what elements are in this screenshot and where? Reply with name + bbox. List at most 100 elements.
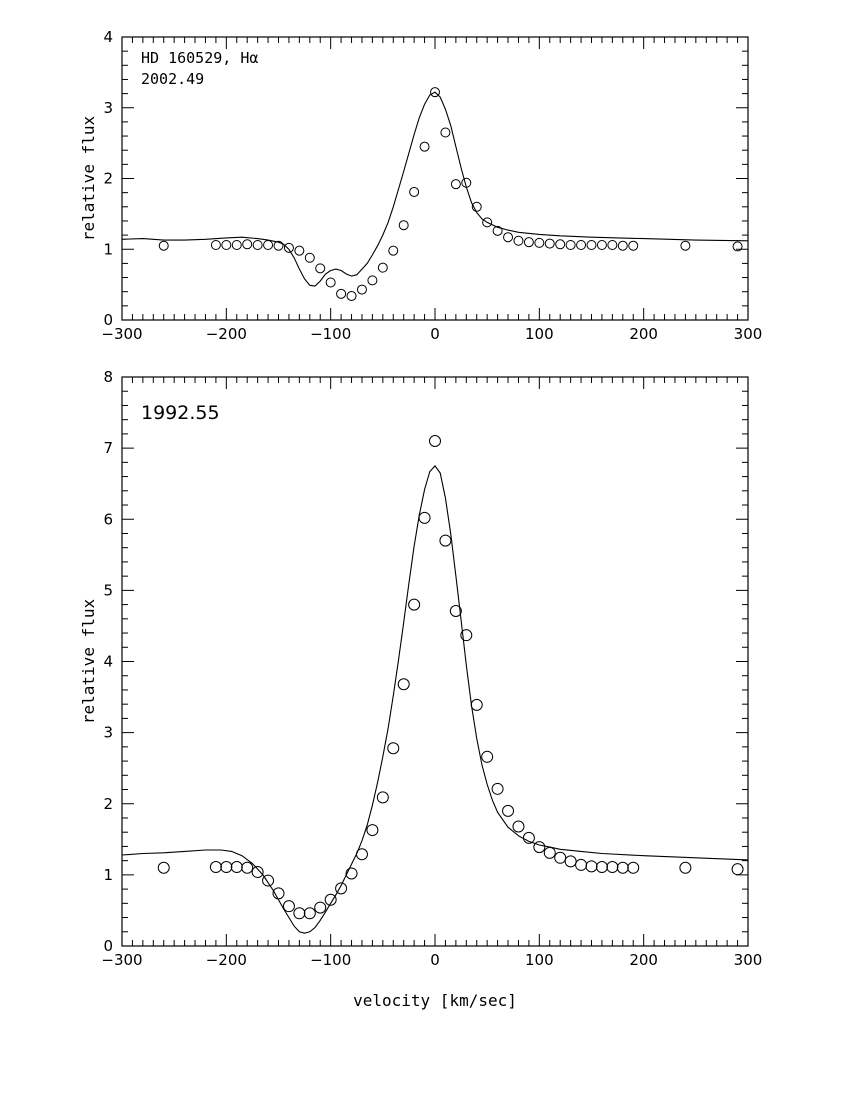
observed-data-point bbox=[210, 240, 221, 251]
observed-data-point bbox=[543, 846, 556, 859]
observed-data-point bbox=[731, 863, 744, 876]
x-tick-label: 300 bbox=[734, 325, 763, 343]
observed-data-point bbox=[388, 245, 399, 256]
observed-data-point bbox=[221, 240, 232, 251]
x-tick-label: −300 bbox=[101, 951, 142, 969]
observed-data-point bbox=[679, 861, 692, 874]
y-axis-title: relative flux bbox=[79, 116, 98, 242]
observed-data-point bbox=[272, 887, 285, 900]
observed-data-point bbox=[293, 907, 306, 920]
observed-data-point bbox=[241, 861, 254, 874]
x-tick-label: −200 bbox=[206, 325, 247, 343]
observed-data-point bbox=[355, 848, 368, 861]
panel-annotation: 1992.55 bbox=[141, 402, 220, 424]
observed-data-point bbox=[418, 511, 431, 524]
y-tick-label: 2 bbox=[103, 795, 113, 813]
y-tick-label: 3 bbox=[103, 99, 113, 117]
observed-data-point bbox=[470, 698, 483, 711]
observed-data-point bbox=[283, 242, 294, 253]
observed-data-point bbox=[502, 804, 515, 817]
y-tick-label: 0 bbox=[103, 937, 113, 955]
observed-data-point bbox=[336, 288, 347, 299]
observed-data-point bbox=[367, 275, 378, 286]
observed-data-point bbox=[564, 855, 577, 868]
observed-data-point bbox=[471, 201, 482, 212]
observed-data-point bbox=[628, 240, 639, 251]
observed-data-point bbox=[252, 240, 263, 251]
y-axis-title: relative flux bbox=[79, 599, 98, 725]
y-tick-label: 6 bbox=[103, 510, 113, 528]
observed-data-point bbox=[314, 901, 327, 914]
observed-data-point bbox=[596, 240, 607, 251]
x-tick-label: 100 bbox=[525, 325, 554, 343]
observed-data-point bbox=[335, 882, 348, 895]
observed-data-point bbox=[294, 245, 305, 256]
observed-data-point bbox=[398, 220, 409, 231]
observed-data-point bbox=[263, 240, 274, 251]
observed-data-point bbox=[513, 235, 524, 246]
observed-data-point bbox=[231, 240, 242, 251]
observed-data-point bbox=[397, 678, 410, 691]
observed-data-point bbox=[554, 851, 567, 864]
panel-bottom: −300 −200 −100 0 100 200 300 0 1 2 3 4 5 6 7 8 relative … bbox=[79, 368, 762, 1010]
y-tick-label: 8 bbox=[103, 368, 113, 386]
observed-data-point bbox=[481, 750, 494, 763]
observed-data-point bbox=[325, 277, 336, 288]
observed-data-point bbox=[585, 860, 598, 873]
observed-data-point bbox=[617, 240, 628, 251]
y-tick-label: 1 bbox=[103, 240, 113, 258]
y-tick-label: 4 bbox=[103, 653, 113, 671]
observed-data-point bbox=[439, 534, 452, 547]
observed-data-point bbox=[522, 831, 535, 844]
x-axis-title: velocity [km/sec] bbox=[353, 991, 517, 1010]
observed-data-point bbox=[606, 861, 619, 874]
observed-data-point bbox=[429, 435, 441, 448]
observed-data-point bbox=[616, 861, 629, 874]
observed-data-point bbox=[680, 240, 691, 251]
observed-data-point bbox=[315, 263, 326, 274]
panel-top: −300 −200 −100 0 100 200 300 0 1 2 3 4 relative flux… bbox=[79, 28, 762, 343]
plot-frame bbox=[121, 36, 749, 321]
observed-data-point bbox=[440, 127, 451, 138]
observed-data-point bbox=[158, 240, 169, 251]
observed-data-point bbox=[534, 237, 545, 248]
observed-data-point bbox=[324, 893, 337, 906]
observed-data-point bbox=[533, 841, 546, 854]
x-tick-label: 200 bbox=[629, 951, 658, 969]
observed-data-point bbox=[377, 262, 388, 273]
panel-annotation: 2002.49 bbox=[141, 70, 204, 88]
observed-data-point bbox=[251, 866, 264, 879]
observed-data-point bbox=[304, 252, 315, 263]
observed-data-point bbox=[157, 861, 170, 874]
observed-data-point bbox=[282, 900, 295, 913]
x-tick-label: 100 bbox=[525, 951, 554, 969]
observed-data-point bbox=[512, 820, 525, 833]
observed-data-point bbox=[607, 240, 618, 251]
observed-data-point bbox=[544, 238, 555, 249]
x-tick-label: −100 bbox=[310, 325, 351, 343]
observed-data-point bbox=[627, 861, 640, 874]
x-tick-label: 0 bbox=[430, 951, 440, 969]
model-profile-line bbox=[122, 465, 748, 934]
y-tick-label: 2 bbox=[103, 170, 113, 188]
y-tick-label: 5 bbox=[103, 581, 113, 599]
observed-data-point bbox=[523, 237, 534, 248]
model-profile-line bbox=[122, 91, 748, 287]
x-tick-label: −200 bbox=[206, 951, 247, 969]
observed-data-point bbox=[262, 874, 275, 887]
observed-data-point bbox=[576, 240, 587, 251]
observed-data-point bbox=[586, 240, 597, 251]
observed-data-point bbox=[460, 629, 473, 642]
observed-data-point bbox=[209, 861, 222, 874]
observed-data-point bbox=[503, 232, 514, 243]
observed-data-point bbox=[230, 861, 243, 874]
observed-data-point bbox=[449, 605, 462, 618]
y-tick-label: 4 bbox=[103, 28, 113, 46]
observed-data-point bbox=[346, 290, 357, 301]
observed-data-point bbox=[491, 782, 504, 795]
observed-data-point bbox=[220, 861, 233, 874]
observed-data-point bbox=[345, 867, 358, 880]
x-tick-label: −300 bbox=[101, 325, 142, 343]
observed-data-point bbox=[273, 240, 284, 251]
observed-data-point bbox=[555, 239, 566, 250]
